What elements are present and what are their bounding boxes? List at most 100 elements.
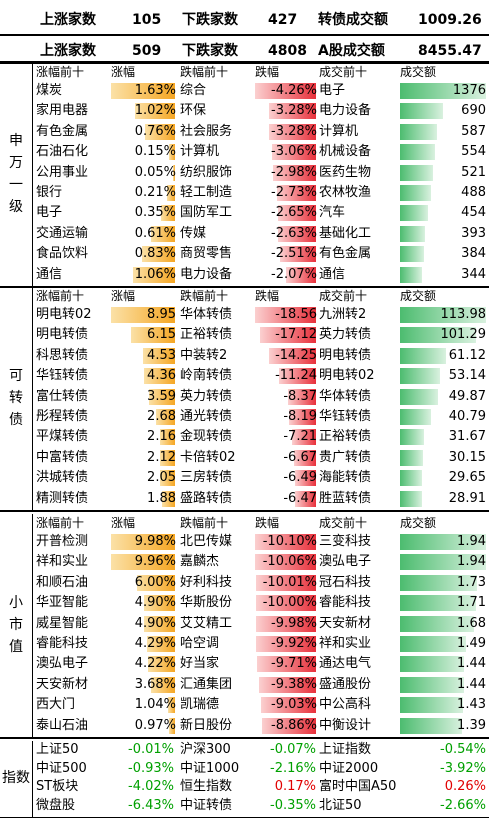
loser-change: -7.21: [283, 429, 317, 445]
volume-name: 电力设备: [319, 103, 372, 119]
loser-name: 环保: [180, 103, 207, 119]
volume-bar: [400, 327, 477, 344]
loser-change: -18.56: [275, 307, 317, 322]
summary-label-vol: A股成交额: [318, 43, 385, 59]
summary-vol: 1009.26: [418, 12, 482, 28]
gainer-name: 天安新材: [36, 676, 89, 692]
summary-label-vol: 转债成交额: [318, 12, 388, 28]
loser-change: -2.07%: [271, 266, 317, 282]
volume-bar: [400, 697, 464, 714]
loser-name: 英力转债: [180, 388, 233, 404]
index-name: 上证50: [36, 742, 79, 757]
column-header: 跌幅前十: [180, 516, 229, 530]
gainer-name: 华亚智能: [36, 595, 89, 611]
index-row: 微盘股 -6.43% 中证转债 -0.35% 北证50 -2.66%: [32, 797, 489, 816]
column-header: 跌幅: [255, 289, 280, 303]
volume-amount: 30.15: [448, 449, 486, 465]
volume-name: 通达电气: [319, 656, 372, 672]
index-name: 中证转债: [180, 797, 233, 813]
gainer-name: 华钰转债: [36, 368, 89, 384]
loser-name: 中装转2: [180, 347, 228, 363]
gainer-name: 科思转债: [36, 347, 89, 363]
column-header: 跌幅: [255, 65, 280, 79]
volume-name: 汽车: [319, 205, 346, 221]
section-label-char: 市: [9, 617, 23, 633]
section-label: 申万一级: [0, 63, 32, 285]
volume-name: 睿能科技: [319, 595, 372, 611]
gainer-name: 开普检测: [36, 534, 89, 549]
loser-bar: [289, 409, 316, 425]
gainer-change: 2.05: [147, 470, 176, 486]
loser-name: 国防军工: [180, 205, 233, 221]
volume-amount: 1.71: [457, 595, 486, 611]
index-change: -0.54%: [440, 742, 486, 757]
volume-bar: [400, 205, 429, 222]
gainer-bar: [159, 429, 175, 446]
volume-amount: 1.44: [457, 656, 486, 672]
section-label: 小市值: [0, 514, 32, 736]
volume-bar: [400, 429, 424, 446]
index-change: -2.66%: [440, 797, 486, 813]
loser-bar: [288, 388, 316, 405]
gainer-bar: [143, 368, 175, 385]
loser-name: 社会服务: [180, 123, 233, 139]
gainer-bar: [111, 307, 175, 323]
column-header: 成交前十: [319, 65, 368, 79]
gainer-change: 1.04%: [134, 697, 176, 713]
table-row: 天安新材 3.68% 汇通集团 -9.38% 盛通股份 1.44: [32, 675, 489, 695]
volume-bar: [400, 449, 423, 466]
loser-change: -9.71%: [271, 656, 317, 672]
gainer-change: 2.68: [147, 409, 176, 424]
loser-change: -2.51%: [271, 246, 317, 262]
table-row: 华钰转债 4.36 岭南转债 -11.24 明电转02 53.14: [32, 366, 489, 386]
gainer-bar: [134, 103, 175, 120]
gainer-bar: [168, 717, 175, 734]
loser-name: 计算机: [180, 144, 220, 160]
volume-name: 明电转债: [319, 347, 372, 363]
loser-change: -10.10%: [262, 534, 317, 549]
index-change: -0.93%: [128, 760, 174, 776]
volume-amount: 690: [461, 103, 486, 119]
volume-amount: 454: [461, 205, 486, 221]
volume-bar: [400, 574, 477, 591]
volume-name: 有色金属: [319, 246, 372, 262]
loser-bar: [255, 615, 316, 632]
gainer-bar: [173, 164, 175, 181]
table-row: 食品饮料 0.83% 商贸零售 -2.51% 有色金属 384: [32, 244, 489, 264]
loser-name: 好利科技: [180, 574, 233, 590]
index-row: 上证50 -0.01% 沪深300 -0.07% 上证指数 -0.54%: [32, 741, 489, 760]
summary-down: 427: [268, 12, 298, 28]
volume-amount: 1.94: [457, 554, 486, 570]
summary-row: 上涨家数 509 下跌家数 4808 A股成交额 8455.47: [0, 37, 489, 65]
volume-amount: 40.79: [448, 409, 486, 424]
table-row: 泰山石油 0.97% 新日股份 -8.86% 中衡设计 1.39: [32, 716, 489, 736]
volume-name: 华钰转债: [319, 409, 372, 424]
volume-bar: [400, 717, 462, 734]
gainer-change: 2.16: [147, 429, 176, 445]
loser-bar: [255, 534, 316, 550]
volume-amount: 49.87: [448, 388, 486, 404]
loser-name: 金现转债: [180, 429, 233, 445]
volume-name: 中衡设计: [319, 717, 372, 733]
gainer-name: 银行: [36, 185, 63, 200]
gainer-bar: [133, 266, 175, 283]
gainer-bar: [145, 123, 175, 140]
section-label-char: 债: [9, 412, 23, 428]
volume-amount: 1.39: [457, 717, 486, 733]
gainer-change: 0.97%: [134, 717, 176, 733]
index-section-label: 指数: [2, 770, 30, 786]
gainer-name: 彤程转债: [36, 409, 89, 424]
section-header-row: 涨幅前十 涨幅 跌幅前十 跌幅 成交前十 成交额: [32, 514, 489, 532]
section-label-char: 可: [9, 368, 23, 384]
column-header: 涨幅: [111, 289, 136, 303]
volume-bar: [400, 615, 475, 632]
table-row: 和顺石油 6.00% 好利科技 -10.01% 冠石科技 1.73: [32, 573, 489, 593]
gainer-name: 精测转债: [36, 490, 89, 506]
gainer-name: 西大门: [36, 697, 76, 713]
summary-row: 上涨家数 105 下跌家数 427 转债成交额 1009.26: [0, 6, 489, 34]
volume-name: 华体转债: [319, 388, 372, 404]
loser-change: -8.86%: [271, 717, 317, 733]
table-row: 洪城转债 2.05 三房转债 -6.49 海能转债 29.65: [32, 468, 489, 488]
section-label-char: 万: [9, 155, 23, 171]
summary-label-down: 下跌家数: [182, 43, 238, 59]
